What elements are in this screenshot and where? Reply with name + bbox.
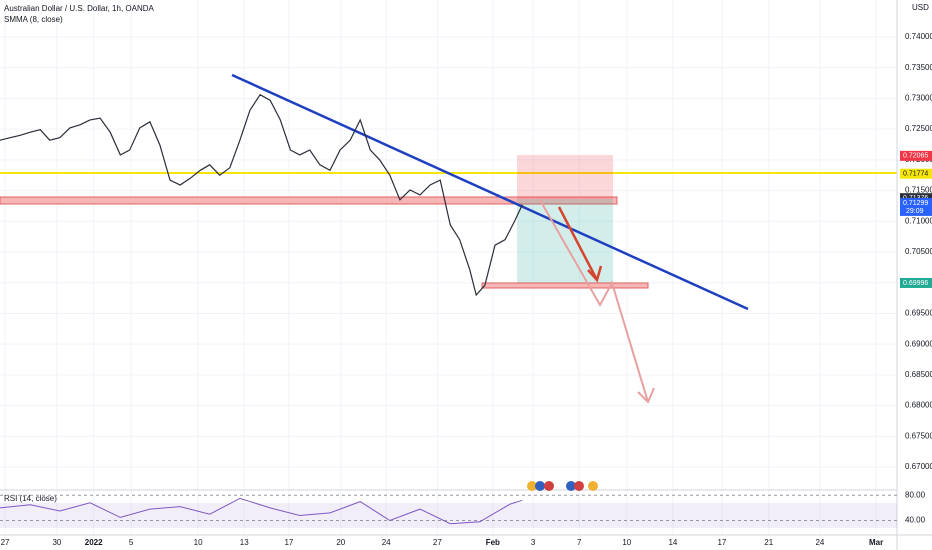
y-tick-label: 0.68000: [905, 401, 932, 410]
y-tick-label: 0.74000: [905, 32, 932, 41]
rsi-tick-label: 80.00: [905, 490, 926, 499]
x-tick-label: 17: [717, 538, 726, 547]
trend-line: [231, 73, 749, 311]
price-line: [0, 93, 523, 297]
stop-zone: [517, 155, 613, 199]
x-tick-label: 24: [815, 538, 824, 547]
y-tick-label: 0.68500: [905, 370, 932, 379]
x-tick-label: 17: [284, 538, 293, 547]
x-tick-label: 7: [577, 538, 582, 547]
rsi-line: [0, 497, 523, 525]
price-tag: [900, 168, 932, 179]
y-tick-label: 0.73500: [905, 63, 932, 72]
arrow-head: [587, 265, 603, 283]
x-tick-label: 24: [382, 538, 391, 547]
y-tick-label: 0.69000: [905, 339, 932, 348]
price-tag-label: 0.69996: [903, 280, 928, 287]
x-tick-label: 10: [622, 538, 631, 547]
projection-arrow: [539, 199, 649, 403]
currency: USD: [912, 3, 929, 12]
countdown: 29:09: [906, 208, 924, 215]
x-tick-label: 21: [764, 538, 773, 547]
y-tick-label: 0.71500: [905, 186, 932, 195]
x-tick-label: 20: [336, 538, 345, 547]
x-tick-label: 30: [52, 538, 61, 547]
rsi-tick-label: 40.00: [905, 516, 926, 525]
rsi-band: [0, 503, 897, 528]
x-tick-label: Feb: [486, 538, 500, 547]
resistance-zone: [0, 196, 618, 205]
price-tag: [900, 277, 932, 288]
y-tick-label: 0.73000: [905, 94, 932, 103]
x-tick-label: 27: [1, 538, 10, 547]
y-tick-label: 0.72500: [905, 124, 932, 133]
y-tick-label: 0.69500: [905, 309, 932, 318]
y-tick-label: 0.67000: [905, 462, 932, 471]
x-tick-label: 13: [240, 538, 249, 547]
y-tick-label: 0.70500: [905, 247, 932, 256]
price-tag-label: 0.72065: [903, 153, 928, 160]
support-zone: [481, 282, 649, 289]
indicator-label: SMMA (8, close): [4, 15, 63, 24]
arrow: [557, 206, 599, 281]
y-tick-label: 0.67500: [905, 431, 932, 440]
price-tag-label: 0.71299: [903, 200, 928, 207]
x-tick-label: 27: [433, 538, 442, 547]
projection-arrow-head: [637, 387, 655, 404]
price-tag-label: 0.71774: [903, 171, 928, 178]
grid: [0, 0, 897, 535]
chart-title: Australian Dollar / U.S. Dollar, 1h, OAN…: [4, 4, 154, 13]
event-icons: [527, 481, 598, 491]
price-tag: [900, 197, 932, 216]
x-tick-label: 3: [531, 538, 536, 547]
x-tick-label: 5: [129, 538, 134, 547]
x-tick-label: 14: [668, 538, 677, 547]
y-tick-label: 0.71000: [905, 216, 932, 225]
x-tick-label: Mar: [869, 538, 883, 547]
x-tick-label: 2022: [85, 538, 103, 547]
x-tick-label: 10: [194, 538, 203, 547]
rsi-label: RSI (14, close): [4, 494, 57, 503]
price-tag: [900, 150, 932, 161]
